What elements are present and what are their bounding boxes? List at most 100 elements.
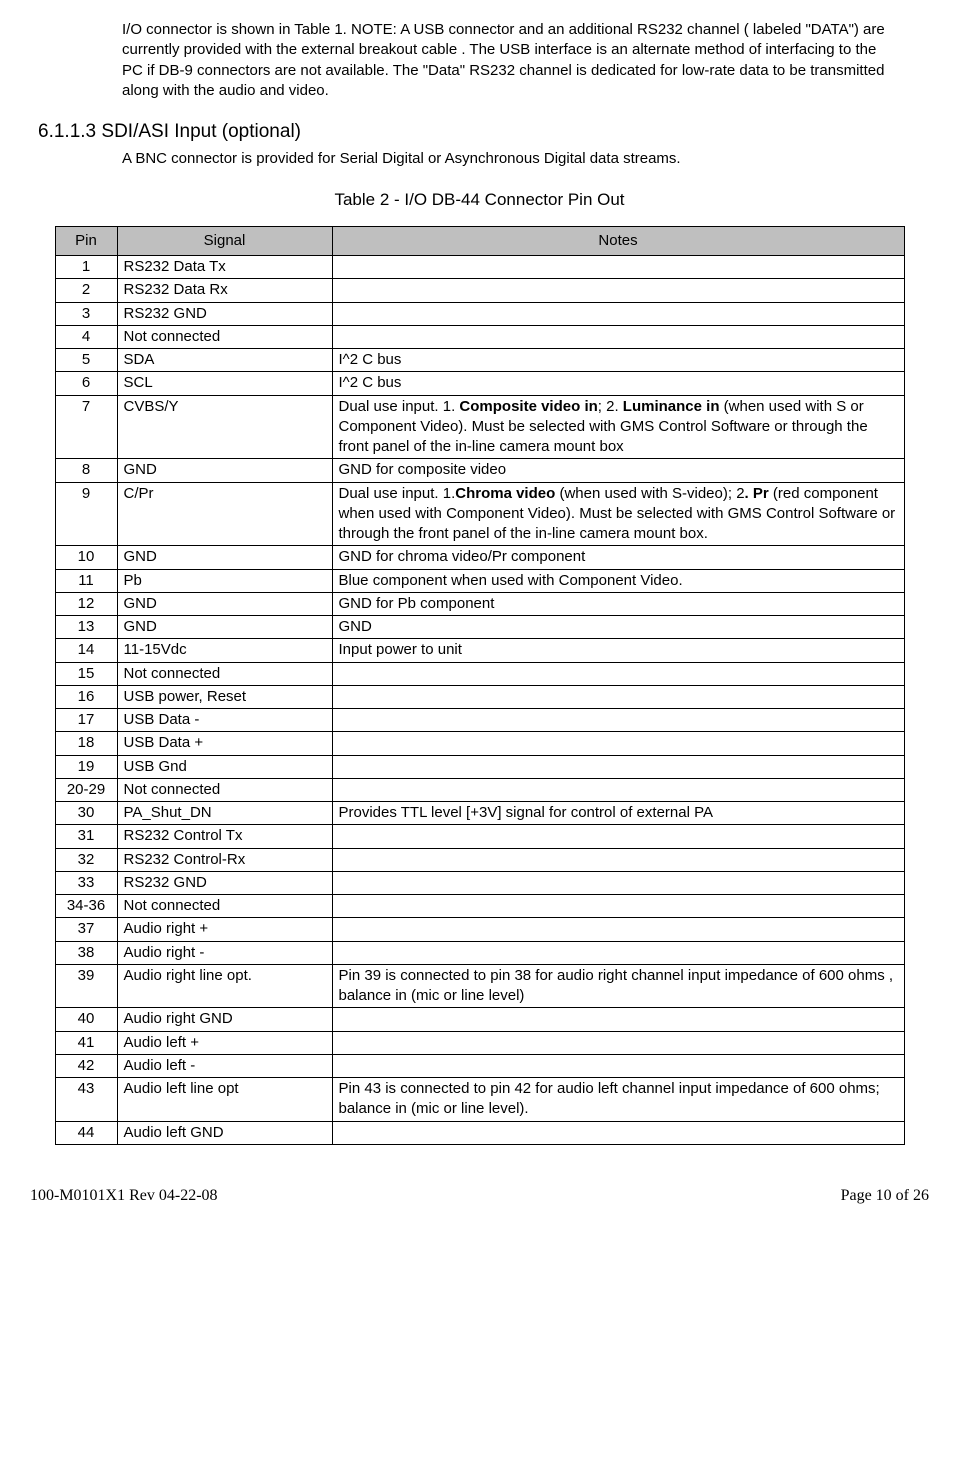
cell-signal: Not connected (117, 325, 332, 348)
cell-signal: GND (117, 459, 332, 482)
cell-signal: SDA (117, 349, 332, 372)
table-row: 2RS232 Data Rx (55, 279, 904, 302)
cell-signal: Pb (117, 569, 332, 592)
table-row: 1RS232 Data Tx (55, 256, 904, 279)
cell-notes (332, 755, 904, 778)
cell-signal: RS232 Data Tx (117, 256, 332, 279)
cell-notes (332, 918, 904, 941)
cell-pin: 31 (55, 825, 117, 848)
th-notes: Notes (332, 226, 904, 255)
table-row: 12GNDGND for Pb component (55, 592, 904, 615)
table-row: 30PA_Shut_DNProvides TTL level [+3V] sig… (55, 802, 904, 825)
cell-notes: I^2 C bus (332, 372, 904, 395)
cell-pin: 39 (55, 964, 117, 1008)
cell-pin: 14 (55, 639, 117, 662)
table-row: 6SCLI^2 C bus (55, 372, 904, 395)
table-row: 17USB Data - (55, 709, 904, 732)
cell-pin: 8 (55, 459, 117, 482)
cell-pin: 40 (55, 1008, 117, 1031)
cell-notes (332, 302, 904, 325)
cell-notes: Pin 39 is connected to pin 38 for audio … (332, 964, 904, 1008)
cell-signal: Audio left - (117, 1054, 332, 1077)
cell-signal: USB Data + (117, 732, 332, 755)
table-row: 19USB Gnd (55, 755, 904, 778)
table-row: 13GNDGND (55, 616, 904, 639)
cell-notes (332, 325, 904, 348)
table-row: 10GNDGND for chroma video/Pr component (55, 546, 904, 569)
cell-signal: RS232 GND (117, 302, 332, 325)
table-row: 38Audio right - (55, 941, 904, 964)
section-number: 6.1.1.3 (38, 121, 96, 142)
th-signal: Signal (117, 226, 332, 255)
cell-signal: Audio right + (117, 918, 332, 941)
table-row: 33RS232 GND (55, 871, 904, 894)
table-header-row: Pin Signal Notes (55, 226, 904, 255)
cell-pin: 37 (55, 918, 117, 941)
cell-pin: 12 (55, 592, 117, 615)
table-row: 42Audio left - (55, 1054, 904, 1077)
cell-pin: 4 (55, 325, 117, 348)
table-row: 9C/PrDual use input. 1.Chroma video (whe… (55, 482, 904, 546)
table-row: 40Audio right GND (55, 1008, 904, 1031)
table-row: 44Audio left GND (55, 1121, 904, 1144)
cell-signal: Not connected (117, 662, 332, 685)
cell-pin: 13 (55, 616, 117, 639)
cell-signal: CVBS/Y (117, 395, 332, 459)
cell-signal: RS232 Control-Rx (117, 848, 332, 871)
cell-signal: Audio left GND (117, 1121, 332, 1144)
cell-notes: GND for composite video (332, 459, 904, 482)
cell-signal: PA_Shut_DN (117, 802, 332, 825)
cell-notes (332, 848, 904, 871)
table-caption: Table 2 - I/O DB-44 Connector Pin Out (30, 189, 929, 212)
cell-signal: RS232 Control Tx (117, 825, 332, 848)
cell-signal: Audio right GND (117, 1008, 332, 1031)
cell-notes (332, 256, 904, 279)
cell-notes (332, 662, 904, 685)
cell-notes (332, 895, 904, 918)
cell-signal: USB Data - (117, 709, 332, 732)
table-row: 5SDAI^2 C bus (55, 349, 904, 372)
cell-signal: Audio right line opt. (117, 964, 332, 1008)
cell-signal: Audio right - (117, 941, 332, 964)
cell-notes (332, 825, 904, 848)
cell-pin: 30 (55, 802, 117, 825)
page-footer: 100-M0101X1 Rev 04-22-08 Page 10 of 26 (30, 1185, 929, 1207)
cell-notes (332, 1121, 904, 1144)
cell-notes (332, 685, 904, 708)
table-row: 16USB power, Reset (55, 685, 904, 708)
cell-notes: Provides TTL level [+3V] signal for cont… (332, 802, 904, 825)
table-row: 15Not connected (55, 662, 904, 685)
th-pin: Pin (55, 226, 117, 255)
cell-pin: 18 (55, 732, 117, 755)
cell-signal: RS232 GND (117, 871, 332, 894)
cell-pin: 38 (55, 941, 117, 964)
cell-signal: C/Pr (117, 482, 332, 546)
cell-signal: USB Gnd (117, 755, 332, 778)
cell-notes (332, 778, 904, 801)
cell-pin: 9 (55, 482, 117, 546)
cell-pin: 16 (55, 685, 117, 708)
cell-notes: GND for Pb component (332, 592, 904, 615)
cell-notes (332, 732, 904, 755)
cell-signal: GND (117, 592, 332, 615)
table-row: 4Not connected (55, 325, 904, 348)
cell-pin: 2 (55, 279, 117, 302)
table-row: 20-29Not connected (55, 778, 904, 801)
cell-pin: 33 (55, 871, 117, 894)
section-title: SDI/ASI Input (optional) (101, 121, 301, 142)
footer-right: Page 10 of 26 (841, 1185, 929, 1207)
cell-notes: Blue component when used with Component … (332, 569, 904, 592)
cell-signal: Not connected (117, 778, 332, 801)
cell-notes (332, 1008, 904, 1031)
cell-notes (332, 1054, 904, 1077)
table-row: 1411-15VdcInput power to unit (55, 639, 904, 662)
cell-notes (332, 1031, 904, 1054)
pinout-table: Pin Signal Notes 1RS232 Data Tx2RS232 Da… (55, 226, 905, 1145)
cell-pin: 32 (55, 848, 117, 871)
footer-left: 100-M0101X1 Rev 04-22-08 (30, 1185, 218, 1207)
cell-notes: GND for chroma video/Pr component (332, 546, 904, 569)
table-row: 11PbBlue component when used with Compon… (55, 569, 904, 592)
cell-notes: Pin 43 is connected to pin 42 for audio … (332, 1078, 904, 1122)
cell-notes (332, 941, 904, 964)
table-row: 18USB Data + (55, 732, 904, 755)
